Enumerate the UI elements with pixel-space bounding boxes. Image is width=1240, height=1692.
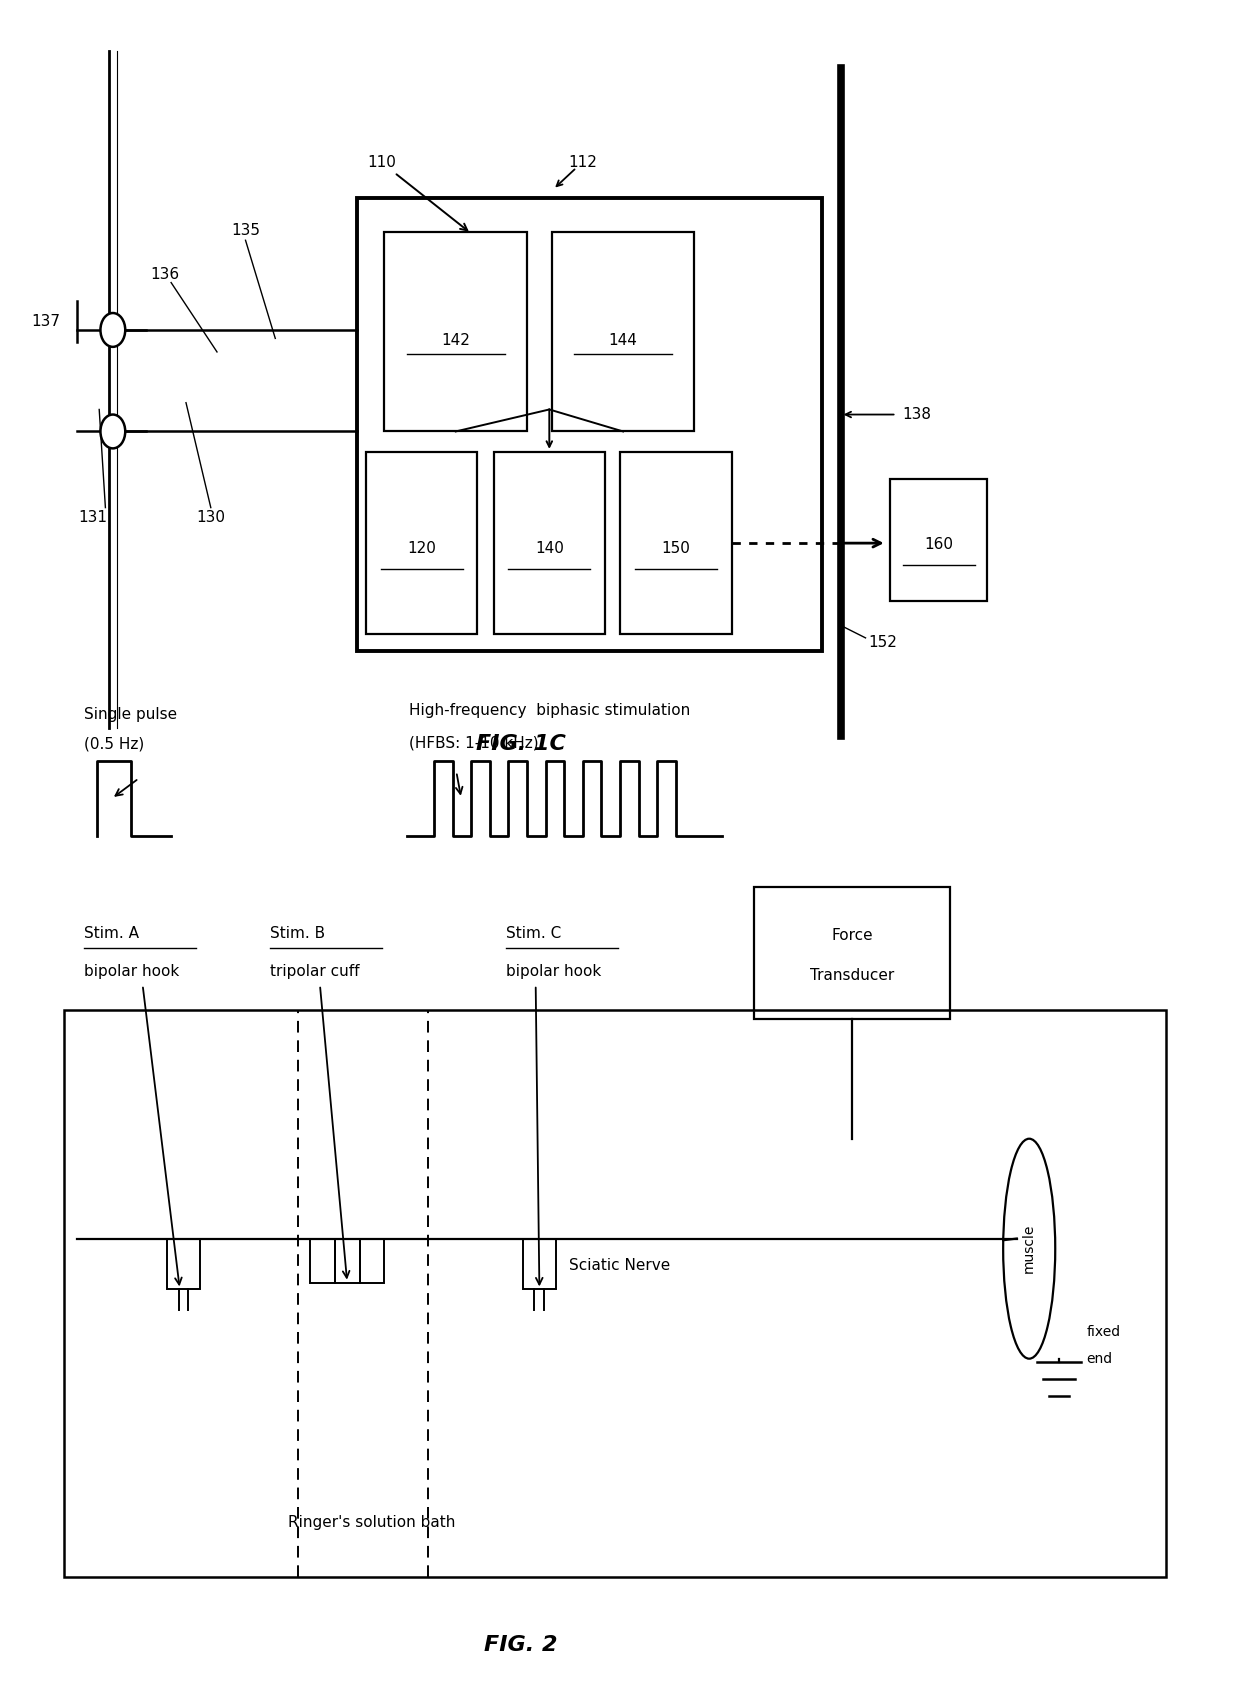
Text: (HFBS: 1-10 kHz): (HFBS: 1-10 kHz): [409, 736, 539, 750]
Text: fixed: fixed: [1086, 1325, 1121, 1338]
Bar: [384, 232, 527, 431]
Bar: [335, 1239, 360, 1283]
Bar: [552, 232, 694, 431]
Text: 152: 152: [868, 636, 897, 650]
Text: 144: 144: [609, 333, 637, 347]
Text: 138: 138: [903, 408, 931, 421]
Text: 130: 130: [196, 511, 226, 525]
Text: muscle: muscle: [1022, 1223, 1037, 1274]
Text: Transducer: Transducer: [810, 968, 894, 983]
Bar: [494, 452, 605, 634]
Bar: [310, 1239, 335, 1283]
Text: 136: 136: [150, 267, 180, 281]
Bar: [64, 1010, 1166, 1577]
Ellipse shape: [100, 313, 125, 347]
Text: Stim. A: Stim. A: [84, 927, 139, 941]
Text: end: end: [1086, 1352, 1112, 1365]
Text: Ringer's solution bath: Ringer's solution bath: [289, 1516, 455, 1530]
Text: Stim. C: Stim. C: [506, 927, 562, 941]
Text: 131: 131: [78, 511, 108, 525]
Text: 135: 135: [231, 223, 260, 237]
Ellipse shape: [100, 415, 125, 448]
Bar: [360, 1239, 384, 1283]
Text: bipolar hook: bipolar hook: [506, 964, 601, 978]
Text: 120: 120: [407, 541, 436, 555]
Text: 137: 137: [31, 315, 60, 328]
Text: 142: 142: [441, 333, 470, 347]
Bar: [366, 452, 477, 634]
Bar: [754, 887, 950, 1019]
Text: Sciatic Nerve: Sciatic Nerve: [569, 1259, 671, 1272]
Text: FIG. 2: FIG. 2: [484, 1634, 558, 1655]
Text: Force: Force: [831, 927, 873, 942]
Text: FIG. 1C: FIG. 1C: [476, 734, 565, 755]
Text: 112: 112: [568, 156, 598, 169]
Text: 140: 140: [534, 541, 564, 555]
Text: (0.5 Hz): (0.5 Hz): [84, 738, 145, 751]
Text: 150: 150: [661, 541, 691, 555]
Text: 160: 160: [924, 538, 954, 552]
Bar: [890, 479, 987, 601]
Bar: [357, 198, 822, 651]
Text: bipolar hook: bipolar hook: [84, 964, 180, 978]
Bar: [620, 452, 732, 634]
Bar: [167, 1239, 200, 1289]
Bar: [523, 1239, 556, 1289]
Text: tripolar cuff: tripolar cuff: [270, 964, 360, 978]
Text: High-frequency  biphasic stimulation: High-frequency biphasic stimulation: [409, 704, 691, 717]
Text: Stim. B: Stim. B: [270, 927, 325, 941]
Text: 110: 110: [367, 156, 397, 169]
Text: Single pulse: Single pulse: [84, 707, 177, 721]
